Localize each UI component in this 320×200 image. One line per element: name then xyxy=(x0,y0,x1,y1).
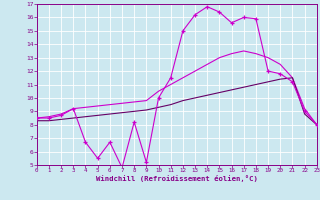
X-axis label: Windchill (Refroidissement éolien,°C): Windchill (Refroidissement éolien,°C) xyxy=(96,175,258,182)
